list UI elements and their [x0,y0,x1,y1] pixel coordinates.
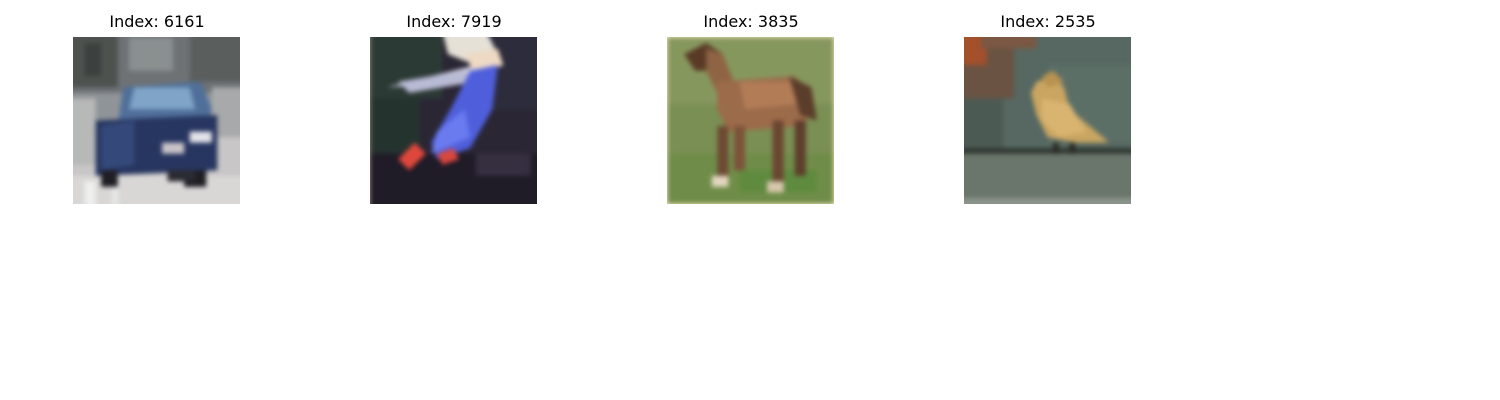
bird-perched-image [964,37,1131,204]
panel-title: Index: 3835 [703,12,799,31]
panel-title: Index: 6161 [109,12,205,31]
thumbnail-car [73,37,240,204]
bird-flight-image [370,37,537,204]
car-image [73,37,240,204]
panel-title: Index: 2535 [1000,12,1096,31]
thumbnail-horse [667,37,834,204]
horse-image [667,37,834,204]
thumbnail-bird-flight [370,37,537,204]
panel-title: Index: 7919 [406,12,502,31]
thumbnail-bird-perched [964,37,1131,204]
